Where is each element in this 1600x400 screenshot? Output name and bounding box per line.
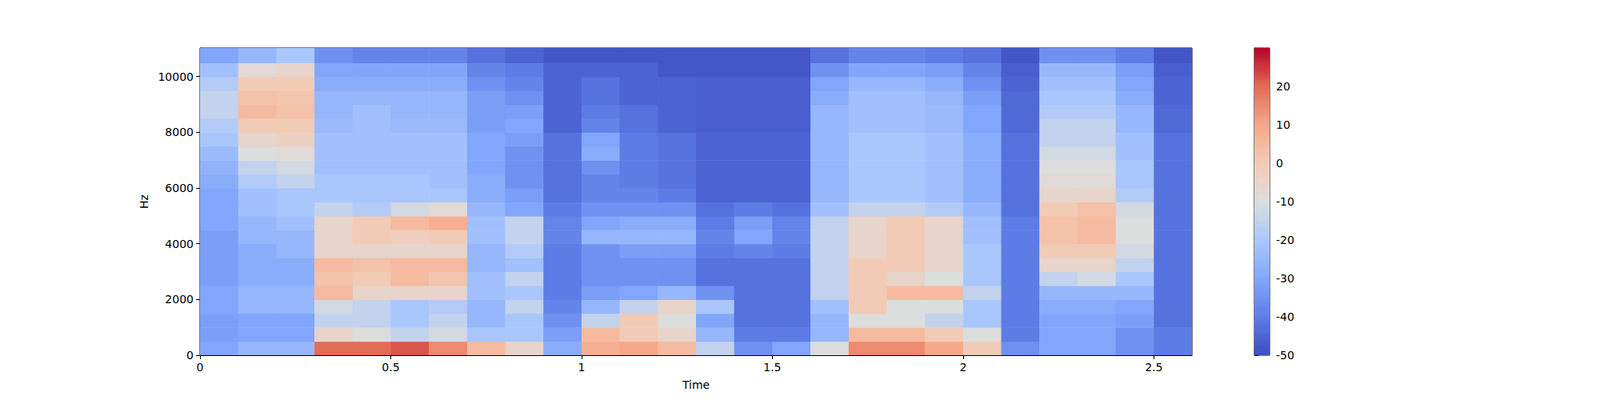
svg-text:-20: -20	[1276, 233, 1295, 247]
svg-text:2.5: 2.5	[1144, 360, 1163, 374]
svg-text:0: 0	[186, 348, 194, 362]
svg-text:2: 2	[959, 360, 967, 374]
svg-text:2000: 2000	[164, 292, 194, 306]
svg-text:4000: 4000	[164, 237, 194, 251]
svg-text:10: 10	[1276, 118, 1291, 132]
svg-text:-50: -50	[1276, 348, 1295, 362]
svg-text:-10: -10	[1276, 195, 1295, 208]
svg-text:-30: -30	[1276, 272, 1295, 285]
svg-text:Hz: Hz	[137, 194, 151, 209]
svg-text:Time: Time	[681, 378, 710, 392]
svg-text:1: 1	[577, 360, 585, 374]
svg-text:20: 20	[1276, 80, 1291, 93]
svg-text:10000: 10000	[157, 70, 194, 84]
svg-text:8000: 8000	[164, 125, 194, 139]
svg-text:0: 0	[196, 360, 204, 374]
svg-text:-40: -40	[1276, 310, 1295, 324]
svg-text:6000: 6000	[164, 181, 194, 195]
svg-text:0.5: 0.5	[381, 360, 400, 374]
svg-text:1.5: 1.5	[763, 360, 781, 374]
svg-text:0: 0	[1276, 156, 1284, 170]
